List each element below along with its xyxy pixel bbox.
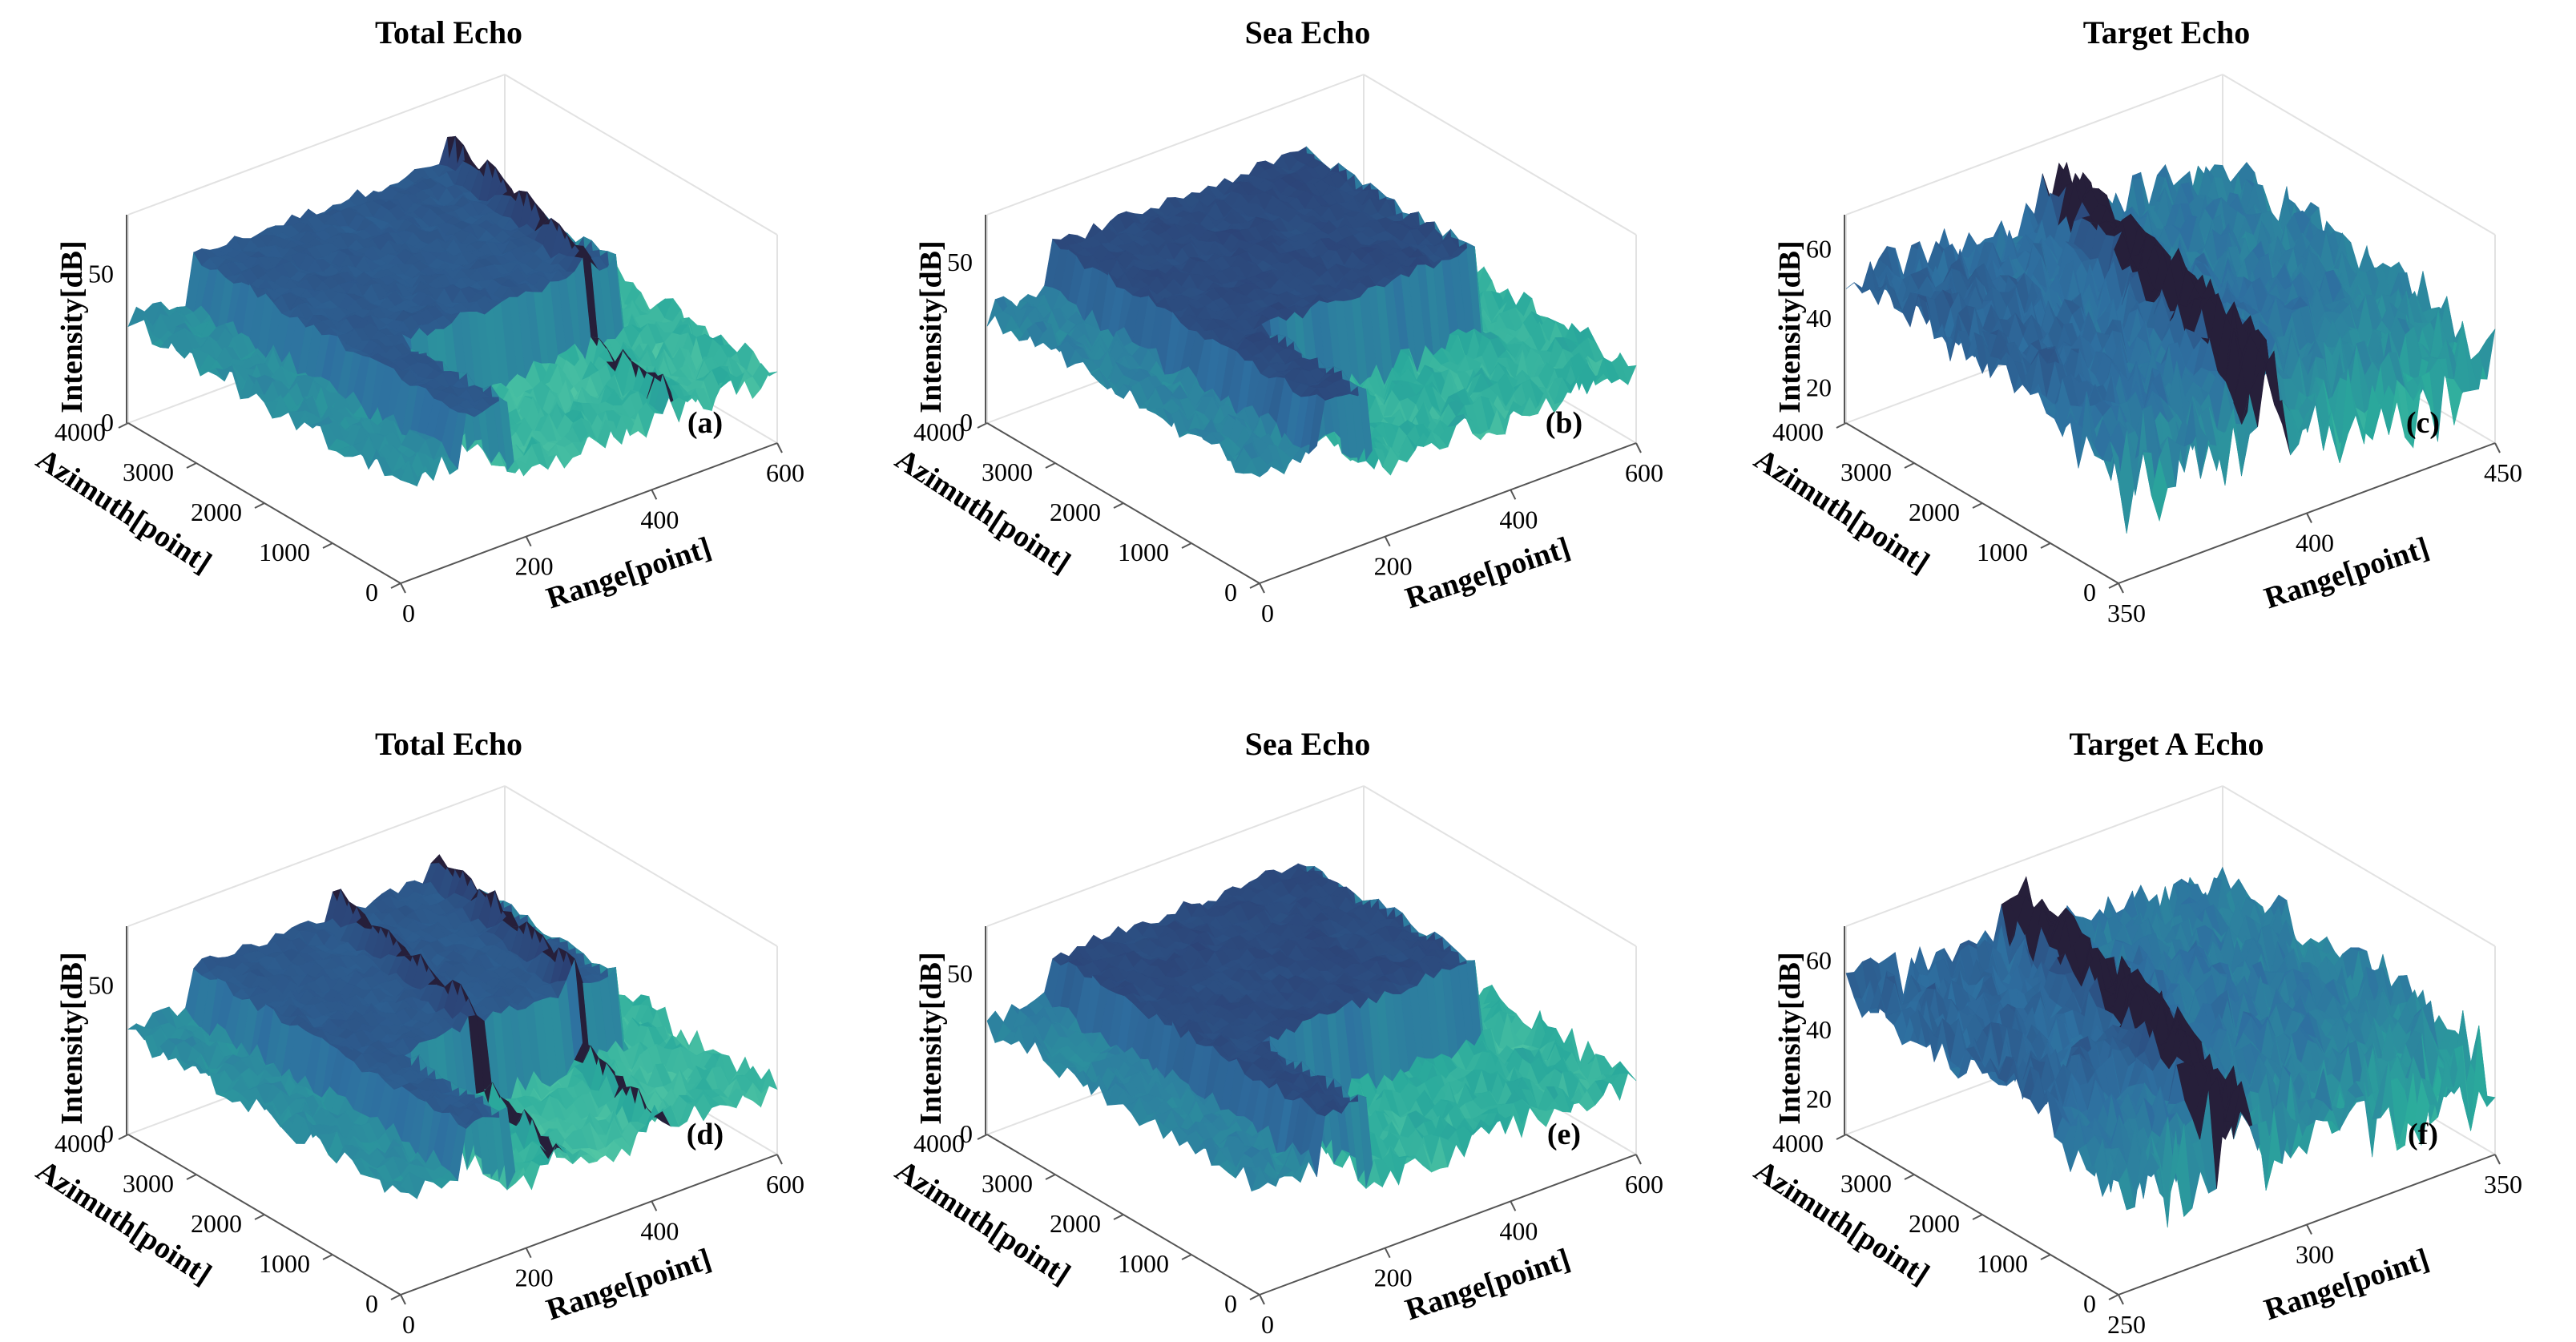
range-tick-label: 350	[2107, 598, 2146, 627]
range-tick-label: 400	[1499, 505, 1538, 534]
intensity-tick-label: 60	[1806, 234, 1832, 263]
wall-top-edge	[504, 74, 778, 236]
range-axis-line	[1259, 442, 1637, 584]
range-tick-label: 200	[515, 552, 554, 581]
azimuth-tick	[1113, 502, 1124, 509]
azimuth-tick-label: 1000	[259, 538, 310, 566]
range-tick	[2494, 442, 2501, 453]
panel-c: 350 400 450 0 1000 2000 3000 4000 20 40 60 Range[po…	[1748, 14, 2522, 627]
range-axis-label: Range[point]	[542, 530, 716, 615]
range-tick	[651, 489, 658, 500]
range-tick-label: 0	[402, 598, 415, 627]
surface	[1845, 161, 2496, 534]
range-tick-label: 600	[766, 458, 804, 487]
azimuth-tick-label: 0	[1224, 578, 1237, 607]
wall-top-edge	[504, 785, 778, 947]
intensity-tick-label: 0	[960, 408, 973, 437]
azimuth-tick-label: 1000	[1118, 538, 1169, 566]
azimuth-tick-label: 3000	[982, 457, 1033, 486]
panel-d: 020040060001000200030004000050Range[poin…	[30, 726, 804, 1339]
range-tick-label: 450	[2484, 458, 2522, 487]
intensity-tick-label: 50	[88, 259, 114, 288]
azimuth-tick-label: 1000	[1977, 538, 2028, 566]
panel-title: Total Echo	[375, 14, 522, 50]
range-tick	[1510, 489, 1517, 500]
azimuth-tick-label: 2000	[191, 498, 242, 526]
range-tick	[776, 442, 783, 453]
surface	[127, 135, 778, 487]
panel-label: (c)	[2406, 406, 2440, 440]
azimuth-tick-label: 3000	[1840, 457, 1892, 486]
wall-top-edge	[1363, 74, 1637, 236]
range-tick	[1635, 442, 1642, 453]
intensity-tick-label: 20	[1806, 373, 1832, 402]
azimuth-tick-label: 4000	[54, 417, 106, 446]
azimuth-tick	[1972, 502, 1983, 509]
panel-a: 020040060001000200030004000050Range[poin…	[30, 14, 804, 627]
range-tick	[2118, 582, 2124, 594]
azimuth-tick	[2108, 582, 2119, 589]
azimuth-tick	[1836, 422, 1847, 429]
range-tick	[400, 582, 406, 594]
range-tick-label: 400	[640, 505, 679, 534]
panel-b: 020040060001000200030004000050Range[poin…	[889, 14, 1663, 627]
range-tick	[1384, 536, 1391, 547]
intensity-axis-label: Intensity[dB]	[914, 240, 948, 413]
panel-title: Sea Echo	[1245, 14, 1371, 50]
panel-label: (b)	[1546, 406, 1582, 440]
azimuth-tick-label: 4000	[1772, 417, 1824, 446]
azimuth-tick	[322, 542, 333, 549]
azimuth-tick-label: 2000	[1909, 498, 1960, 526]
azimuth-tick-label: 2000	[1050, 498, 1101, 526]
intensity-axis-label: Intensity[dB]	[55, 240, 89, 413]
range-tick-label: 0	[1261, 598, 1274, 627]
azimuth-tick-label: 0	[2083, 578, 2096, 607]
surface	[127, 854, 778, 1199]
azimuth-tick	[254, 502, 265, 509]
intensity-tick-label: 0	[101, 408, 114, 437]
range-tick	[1259, 582, 1265, 594]
range-tick-label: 400	[2296, 529, 2334, 558]
azimuth-tick	[1904, 462, 1915, 469]
azimuth-tick	[1045, 462, 1056, 469]
range-axis-label: Range[point]	[1401, 530, 1574, 615]
azimuth-tick	[1181, 542, 1192, 549]
range-tick	[525, 536, 532, 547]
azimuth-tick	[2040, 542, 2051, 549]
azimuth-tick-label: 3000	[123, 457, 174, 486]
panel-label: (a)	[687, 406, 723, 440]
surface	[986, 146, 1637, 478]
intensity-axis-label: Intensity[dB]	[1773, 240, 1807, 413]
azimuth-tick-label: 0	[365, 578, 378, 607]
azimuth-tick-label: 4000	[913, 417, 965, 446]
panel-title: Target Echo	[2083, 14, 2251, 50]
intensity-tick-label: 50	[947, 248, 973, 276]
azimuth-tick	[390, 582, 401, 589]
wall-top-edge	[127, 74, 506, 216]
range-axis-label: Range[point]	[2260, 530, 2433, 615]
range-tick	[2306, 513, 2312, 523]
range-tick-label: 200	[1374, 552, 1413, 581]
azimuth-tick	[977, 422, 988, 429]
intensity-tick-label: 40	[1806, 304, 1832, 332]
range-tick-label: 600	[1625, 458, 1663, 487]
azimuth-tick	[186, 462, 197, 469]
azimuth-tick	[1249, 582, 1260, 589]
azimuth-tick	[118, 422, 129, 429]
